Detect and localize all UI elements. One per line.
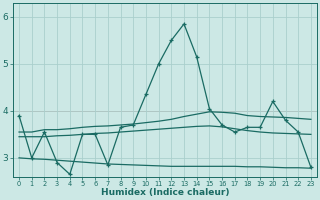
- X-axis label: Humidex (Indice chaleur): Humidex (Indice chaleur): [101, 188, 229, 197]
